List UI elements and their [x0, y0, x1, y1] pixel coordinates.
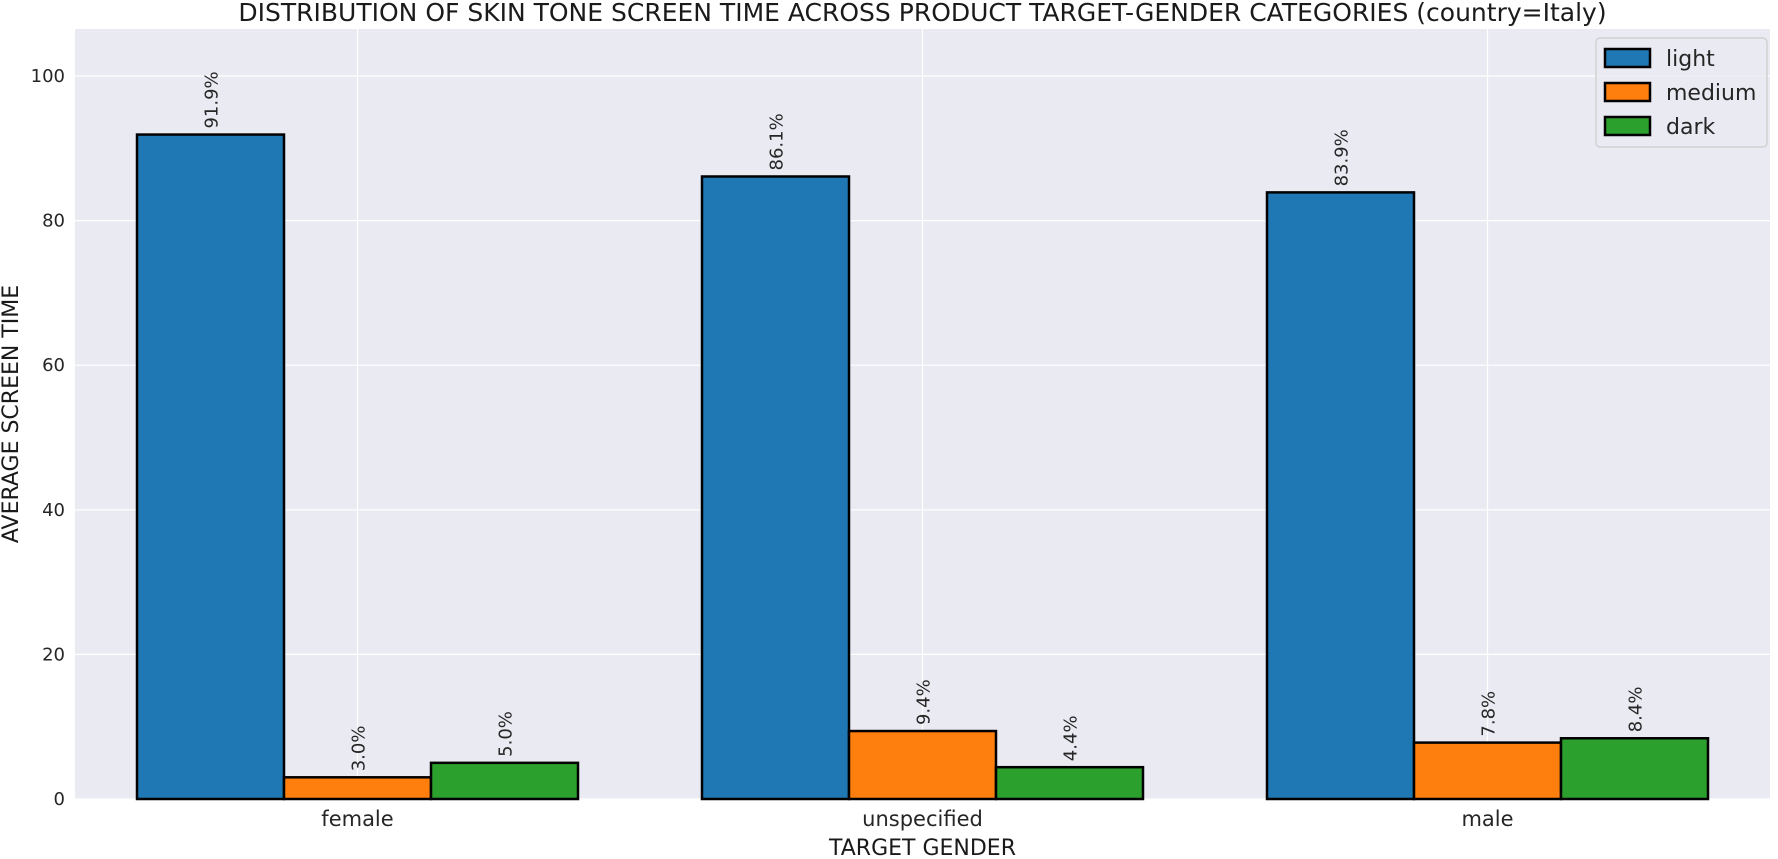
legend-label-dark: dark [1666, 115, 1715, 140]
x-tick-label: male [1461, 807, 1513, 831]
y-tick-label: 100 [31, 66, 65, 87]
y-tick-label: 60 [42, 355, 65, 376]
y-tick-label: 80 [42, 211, 65, 232]
value-label: 9.4% [914, 679, 935, 725]
y-tick-label: 0 [54, 789, 65, 810]
bar-dark-male [1559, 737, 1710, 801]
value-label: 91.9% [202, 71, 223, 128]
bar-light-female [135, 133, 286, 801]
bars [135, 133, 1710, 801]
value-label: 8.4% [1626, 687, 1647, 733]
legend-swatch-light [1603, 47, 1652, 69]
value-label: 5.0% [496, 711, 517, 757]
legend-swatch-medium [1603, 81, 1652, 103]
chart-title: DISTRIBUTION OF SKIN TONE SCREEN TIME AC… [238, 0, 1606, 27]
bar-medium-male [1412, 741, 1563, 801]
value-label: 7.8% [1479, 691, 1500, 737]
bar-medium-female [282, 776, 433, 801]
value-label: 4.4% [1061, 715, 1082, 761]
value-label: 86.1% [767, 113, 788, 170]
value-label: 83.9% [1332, 129, 1353, 186]
y-tick-label: 40 [42, 500, 65, 521]
legend: light medium dark [1595, 37, 1768, 148]
x-axis-ticks: female unspecified male [321, 807, 1513, 831]
legend-label-light: light [1666, 47, 1715, 72]
legend-label-medium: medium [1666, 81, 1756, 106]
bar-dark-female [429, 761, 580, 801]
value-labels: 91.9% 86.1% 83.9% 3.0% 9.4% 7.8% 5.0% 4.4% 8.4% [202, 71, 1647, 771]
bar-light-unspecified [700, 175, 851, 801]
y-tick-label: 20 [42, 644, 65, 665]
y-axis-ticks: 0 20 40 60 80 100 [31, 66, 65, 810]
x-axis-label: TARGET GENDER [828, 836, 1016, 859]
x-tick-label: female [321, 807, 393, 831]
bar-dark-unspecified [994, 765, 1145, 801]
bar-light-male [1265, 191, 1416, 801]
legend-swatch-dark [1603, 115, 1652, 137]
bar-medium-unspecified [847, 729, 998, 801]
x-tick-label: unspecified [862, 807, 983, 831]
y-axis-label: AVERAGE SCREEN TIME [0, 285, 24, 543]
value-label: 3.0% [349, 726, 370, 772]
